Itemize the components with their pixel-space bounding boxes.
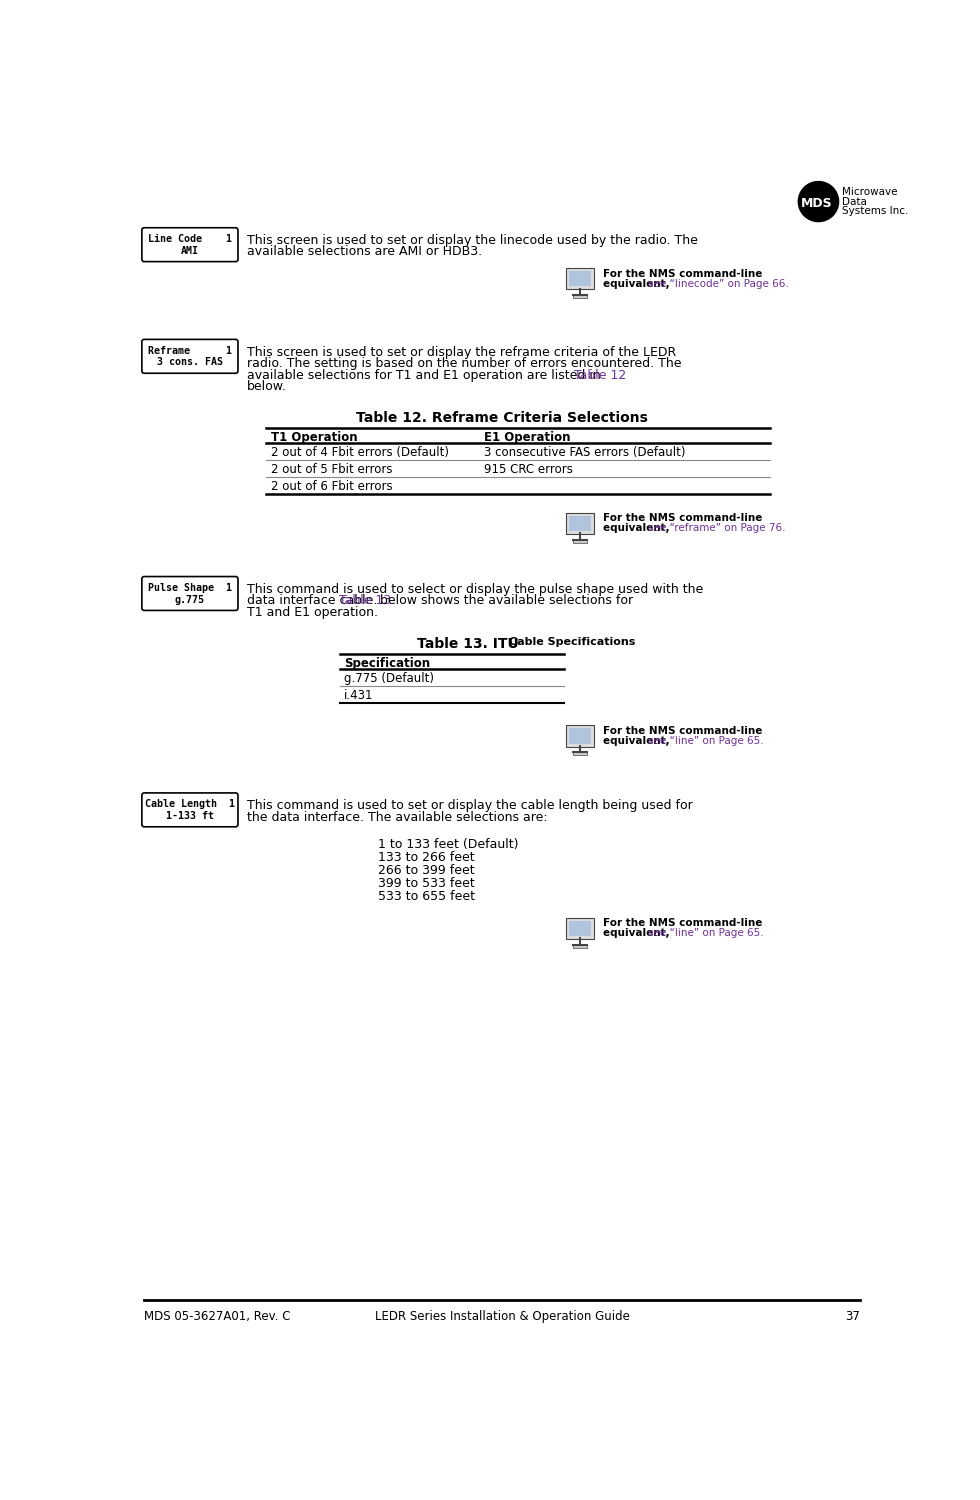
Bar xyxy=(572,945,587,948)
Text: the data interface. The available selections are:: the data interface. The available select… xyxy=(247,810,547,824)
Bar xyxy=(572,752,587,754)
Text: 266 to 399 feet: 266 to 399 feet xyxy=(378,864,475,877)
Text: 399 to 533 feet: 399 to 533 feet xyxy=(378,878,475,890)
Text: see “line” on Page 65.: see “line” on Page 65. xyxy=(648,736,763,746)
Text: AMI: AMI xyxy=(181,246,199,256)
Text: equivalent,: equivalent, xyxy=(603,524,673,534)
Text: data interface cable.: data interface cable. xyxy=(247,594,381,608)
Text: For the NMS command-line: For the NMS command-line xyxy=(603,726,762,736)
Text: Cable Length  1: Cable Length 1 xyxy=(145,800,235,810)
Text: LEDR Series Installation & Operation Guide: LEDR Series Installation & Operation Gui… xyxy=(374,1310,630,1323)
Text: 2 out of 5 Fbit errors: 2 out of 5 Fbit errors xyxy=(270,464,392,477)
Text: Table 12. Reframe Criteria Selections: Table 12. Reframe Criteria Selections xyxy=(357,411,648,424)
Text: see “linecode” on Page 66.: see “linecode” on Page 66. xyxy=(648,279,789,288)
Text: MDS: MDS xyxy=(801,196,833,210)
Text: Reframe      1: Reframe 1 xyxy=(148,346,232,355)
Text: Pulse Shape  1: Pulse Shape 1 xyxy=(148,584,232,592)
Text: 2 out of 6 Fbit errors: 2 out of 6 Fbit errors xyxy=(270,480,392,494)
Text: equivalent,: equivalent, xyxy=(603,928,673,939)
Text: i.431: i.431 xyxy=(344,688,373,702)
FancyBboxPatch shape xyxy=(142,339,238,374)
Circle shape xyxy=(799,182,839,222)
FancyBboxPatch shape xyxy=(142,794,238,826)
Text: For the NMS command-line: For the NMS command-line xyxy=(603,513,762,523)
Text: equivalent,: equivalent, xyxy=(603,279,673,288)
Text: Microwave: Microwave xyxy=(842,188,898,198)
Text: Table 13: Table 13 xyxy=(339,594,391,608)
Bar xyxy=(569,272,591,286)
Text: 533 to 655 feet: 533 to 655 feet xyxy=(378,890,475,903)
Bar xyxy=(569,516,591,531)
FancyBboxPatch shape xyxy=(565,724,594,747)
Text: available selections are AMI or HDB3.: available selections are AMI or HDB3. xyxy=(247,246,481,258)
FancyBboxPatch shape xyxy=(565,513,594,534)
Text: Table 12: Table 12 xyxy=(574,369,626,381)
Bar xyxy=(572,540,587,543)
Text: 37: 37 xyxy=(846,1310,860,1323)
Text: T1 and E1 operation.: T1 and E1 operation. xyxy=(247,606,377,619)
Text: 3 cons. FAS: 3 cons. FAS xyxy=(157,357,222,368)
Text: Systems Inc.: Systems Inc. xyxy=(842,206,908,216)
Text: 1 to 133 feet (Default): 1 to 133 feet (Default) xyxy=(378,837,518,850)
Text: This screen is used to set or display the reframe criteria of the LEDR: This screen is used to set or display th… xyxy=(247,345,676,358)
Text: For the NMS command-line: For the NMS command-line xyxy=(603,918,762,928)
Text: This command is used to set or display the cable length being used for: This command is used to set or display t… xyxy=(247,800,692,812)
Bar xyxy=(569,921,591,936)
FancyBboxPatch shape xyxy=(565,918,594,939)
Text: below shows the available selections for: below shows the available selections for xyxy=(376,594,633,608)
Text: equivalent,: equivalent, xyxy=(603,736,673,746)
Text: Specification: Specification xyxy=(344,657,430,669)
Text: 3 consecutive FAS errors (Default): 3 consecutive FAS errors (Default) xyxy=(484,447,685,459)
FancyBboxPatch shape xyxy=(565,268,594,290)
Text: see “line” on Page 65.: see “line” on Page 65. xyxy=(648,928,763,939)
Text: MDS 05-3627A01, Rev. C: MDS 05-3627A01, Rev. C xyxy=(144,1310,291,1323)
Text: below.: below. xyxy=(247,380,286,393)
Text: This command is used to select or display the pulse shape used with the: This command is used to select or displa… xyxy=(247,582,703,596)
Text: 915 CRC errors: 915 CRC errors xyxy=(484,464,572,477)
Text: 1-133 ft: 1-133 ft xyxy=(166,812,214,820)
Text: Line Code    1: Line Code 1 xyxy=(148,234,232,244)
FancyBboxPatch shape xyxy=(142,576,238,610)
Text: E1 Operation: E1 Operation xyxy=(484,430,570,444)
Text: This screen is used to set or display the linecode used by the radio. The: This screen is used to set or display th… xyxy=(247,234,698,248)
FancyBboxPatch shape xyxy=(142,228,238,261)
Text: g.775: g.775 xyxy=(174,594,205,604)
Bar xyxy=(569,728,591,744)
Bar xyxy=(572,294,587,298)
Text: T1 Operation: T1 Operation xyxy=(270,430,357,444)
Text: Table 13. ITU: Table 13. ITU xyxy=(417,636,523,651)
Text: 133 to 266 feet: 133 to 266 feet xyxy=(378,850,475,864)
Text: 2 out of 4 Fbit errors (Default): 2 out of 4 Fbit errors (Default) xyxy=(270,447,449,459)
Text: For the NMS command-line: For the NMS command-line xyxy=(603,268,762,279)
Text: radio. The setting is based on the number of errors encountered. The: radio. The setting is based on the numbe… xyxy=(247,357,681,370)
Text: see “reframe” on Page 76.: see “reframe” on Page 76. xyxy=(648,524,785,534)
Text: available selections for T1 and E1 operation are listed in: available selections for T1 and E1 opera… xyxy=(247,369,605,381)
Text: Cable Specifications: Cable Specifications xyxy=(510,636,636,646)
Text: Data: Data xyxy=(842,196,866,207)
Text: g.775 (Default): g.775 (Default) xyxy=(344,672,434,686)
